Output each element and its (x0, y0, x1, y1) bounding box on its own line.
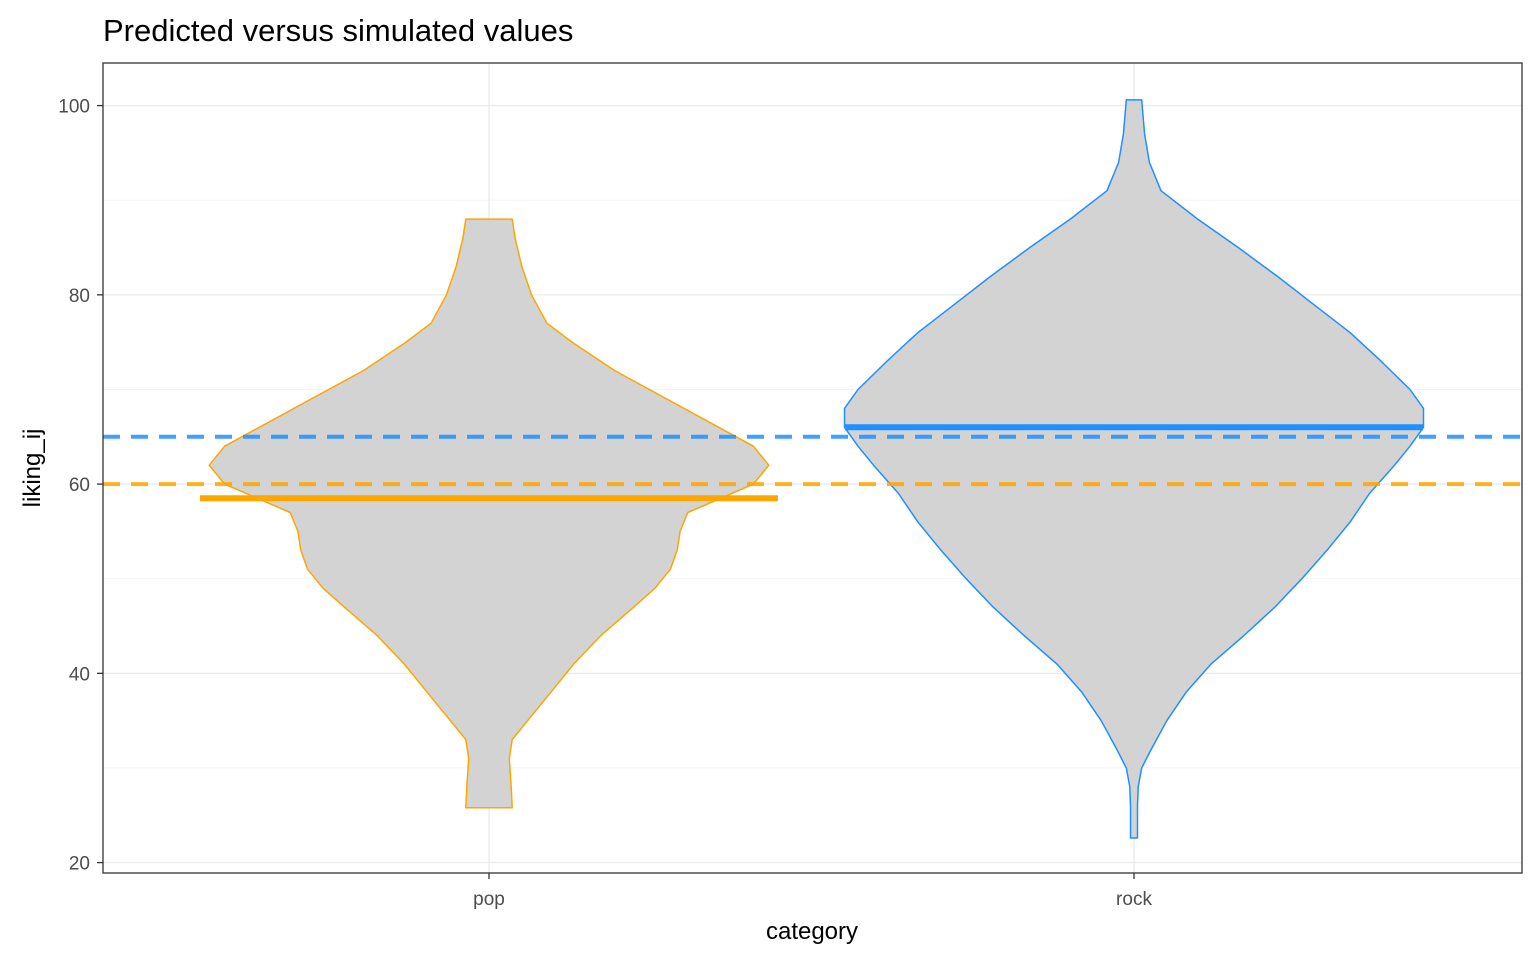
y-tick-label: 20 (69, 854, 90, 875)
y-axis-title: liking_ij (19, 429, 46, 508)
x-tick-label-rock: rock (1116, 889, 1152, 910)
panel-border (102, 62, 1523, 874)
y-tick-label: 40 (69, 664, 90, 685)
x-tick-label-pop: pop (473, 889, 505, 910)
chart-title: Predicted versus simulated values (103, 13, 573, 48)
y-tick-label: 60 (69, 475, 90, 496)
mean-lines (103, 424, 1522, 502)
y-tick-label: 80 (69, 286, 90, 307)
y-tick-label: 100 (58, 97, 90, 118)
axes: 20 40 60 80 100 pop rock (58, 97, 1152, 910)
x-axis-title: category (766, 918, 858, 945)
violin-rock (843, 99, 1425, 839)
violin-pop (208, 218, 770, 809)
violins (208, 99, 1425, 839)
